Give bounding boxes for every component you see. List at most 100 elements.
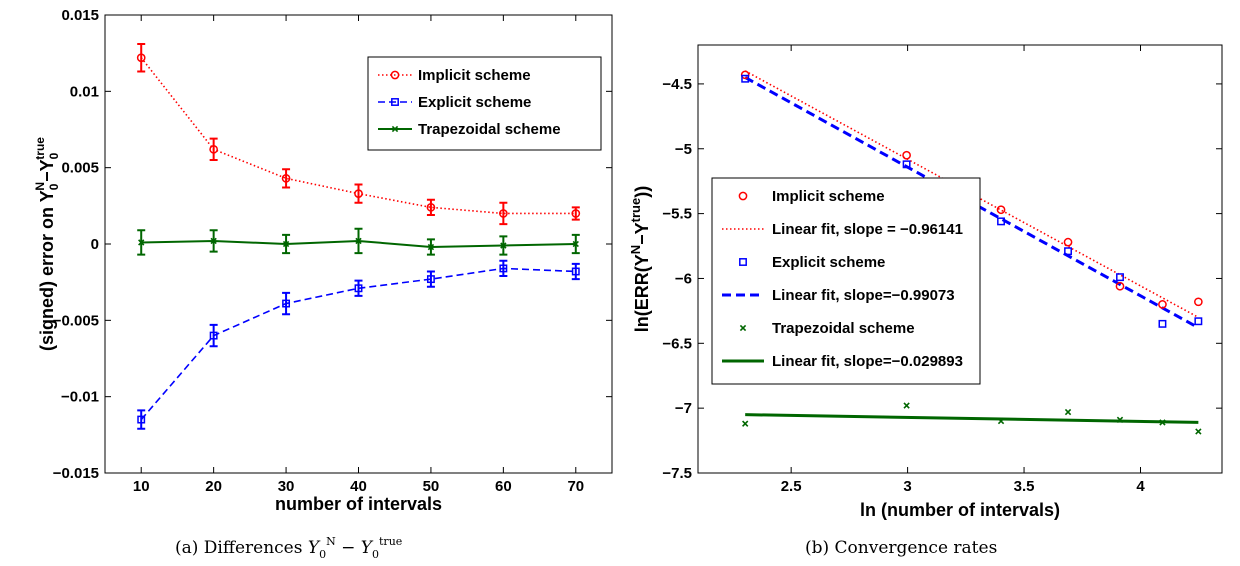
data-point-b-implicit bbox=[902, 150, 911, 160]
data-point-a-implicit bbox=[136, 53, 146, 63]
legend-box-a bbox=[367, 56, 602, 151]
legend-label-a-explicit: Explicit scheme bbox=[418, 94, 531, 111]
caption-a-prefix: (a) Differences bbox=[175, 538, 308, 558]
data-point-b-trapezoidal bbox=[1195, 428, 1202, 435]
data-point-b-explicit bbox=[1194, 317, 1203, 326]
y-tick-label-b: −7 bbox=[675, 400, 692, 417]
error-bar-a bbox=[571, 262, 580, 281]
data-point-a-trapezoidal bbox=[282, 240, 290, 248]
error-bar-a bbox=[499, 259, 508, 278]
chart-a: 10 20 30 40 50 60 70 −0.015 −0.01 −0.005 0 0.005 0.0… bbox=[33, 7, 613, 514]
data-point-a-trapezoidal bbox=[210, 237, 217, 245]
error-bar-a bbox=[499, 201, 508, 226]
data-point-b-explicit bbox=[1158, 319, 1167, 328]
data-point-a-implicit bbox=[426, 203, 436, 212]
data-point-b-explicit bbox=[741, 74, 750, 83]
y-tick-label-a: −0.005 bbox=[53, 312, 99, 329]
x-tick-label-b: 4 bbox=[1136, 478, 1145, 495]
data-point-b-trapezoidal bbox=[903, 402, 910, 409]
data-point-b-explicit bbox=[902, 160, 911, 169]
data-point-b-trapezoidal bbox=[742, 420, 749, 427]
x-tick-label-a: 10 bbox=[133, 478, 150, 495]
data-point-b-implicit bbox=[1115, 281, 1125, 291]
y-axis-title-a-main: (signed) error on Y bbox=[37, 190, 57, 351]
error-bar-a bbox=[282, 291, 291, 316]
data-point-b-explicit bbox=[1064, 247, 1072, 256]
error-bar-a bbox=[137, 409, 146, 430]
data-point-b-explicit bbox=[1116, 273, 1124, 282]
data-point-a-implicit bbox=[571, 209, 581, 218]
series-a-implicit bbox=[136, 43, 581, 226]
data-point-b-implicit bbox=[1194, 297, 1203, 307]
x-axis-title-a: number of intervals bbox=[275, 494, 442, 514]
legend-label-b-implicit: Implicit scheme bbox=[772, 188, 885, 205]
legend-label-b-explicit: Linear fit, slope=−0.99073 bbox=[772, 287, 955, 304]
data-point-b-trapezoidal bbox=[1064, 408, 1072, 416]
data-point-a-trapezoidal bbox=[500, 242, 507, 249]
x-tick-label-b: 3 bbox=[903, 478, 911, 495]
x-axis-title-b: ln (number of intervals) bbox=[860, 500, 1060, 520]
y-tick-label-a: 0.005 bbox=[61, 160, 99, 177]
y-tick-label-b: −4.5 bbox=[662, 76, 692, 93]
data-point-b-trapezoidal bbox=[1159, 419, 1166, 426]
legend-label-a-trapezoidal: Trapezoidal scheme bbox=[418, 121, 561, 138]
y-tick-label-a: 0.015 bbox=[61, 7, 99, 24]
legend-label-b-trapezoidal: Trapezoidal scheme bbox=[772, 320, 915, 337]
x-tick-label-a: 30 bbox=[278, 478, 295, 495]
legend-label-b-trapezoidal: Linear fit, slope=−0.029893 bbox=[772, 353, 963, 370]
series-a-explicit bbox=[137, 259, 580, 430]
data-point-b-trapezoidal bbox=[1116, 416, 1124, 423]
x-tick-label-a: 70 bbox=[567, 478, 584, 495]
data-point-b-trapezoidal bbox=[997, 417, 1005, 425]
legend-box-b bbox=[711, 177, 981, 385]
data-point-a-explicit bbox=[426, 275, 435, 284]
legend-a: Implicit scheme Explicit scheme Trapezoida… bbox=[367, 56, 602, 151]
y-axis-title-b-main: ln(ERR(Y bbox=[632, 254, 652, 332]
error-bar-a bbox=[354, 279, 363, 297]
x-tick-label-a: 40 bbox=[350, 478, 367, 495]
data-point-a-trapezoidal bbox=[355, 237, 362, 245]
legend-label-b-explicit: Explicit scheme bbox=[772, 254, 885, 271]
data-point-a-trapezoidal bbox=[427, 243, 435, 251]
data-point-a-implicit bbox=[354, 189, 363, 198]
chart-b: 2.5 3 3.5 4 −7.5 −7 −6.5 −6 −5.5 −5 −4.5 ln (number… bbox=[628, 44, 1223, 520]
y-axis-title-b: ln(ERR(YN−Ytrue)) bbox=[628, 186, 652, 332]
error-bar-a bbox=[209, 323, 218, 348]
error-bar-a bbox=[426, 270, 435, 288]
data-point-a-trapezoidal bbox=[572, 240, 579, 248]
data-point-a-explicit bbox=[354, 284, 363, 293]
x-tick-label-a: 20 bbox=[205, 478, 222, 495]
error-bar-a bbox=[209, 137, 218, 162]
data-point-a-implicit bbox=[281, 174, 291, 183]
data-point-a-trapezoidal bbox=[138, 239, 145, 246]
legend-marker-a-trapezoidal bbox=[391, 125, 399, 133]
data-point-a-explicit bbox=[282, 299, 291, 308]
caption-b: (b) Convergence rates bbox=[805, 538, 997, 558]
x-tick-label-b: 2.5 bbox=[781, 478, 802, 495]
x-tick-label-a: 60 bbox=[495, 478, 512, 495]
y-tick-label-b: −5 bbox=[675, 141, 692, 158]
data-point-a-explicit bbox=[137, 415, 146, 424]
x-tick-label-a: 50 bbox=[423, 478, 440, 495]
data-point-a-explicit bbox=[499, 264, 508, 273]
legend-marker-b-explicit bbox=[739, 258, 747, 266]
legend-label-a-implicit: Implicit scheme bbox=[418, 67, 531, 84]
data-point-a-implicit bbox=[499, 209, 508, 218]
data-point-b-implicit bbox=[996, 205, 1006, 215]
legend-marker-a-explicit bbox=[391, 98, 399, 106]
legend-b: Implicit scheme Linear fit, slope = −0.96… bbox=[711, 177, 981, 385]
y-tick-label-a: −0.015 bbox=[53, 465, 99, 482]
y-axis-title-a: (signed) error on Y0N−Y0true bbox=[33, 137, 61, 351]
y-tick-label-b: −6 bbox=[675, 270, 692, 287]
error-bar-a bbox=[354, 183, 363, 204]
legend-marker-b-implicit bbox=[738, 191, 748, 201]
y-tick-label-b: −7.5 bbox=[662, 465, 692, 482]
data-point-a-implicit bbox=[209, 144, 218, 154]
y-tick-label-a: 0.01 bbox=[70, 83, 99, 100]
data-point-b-implicit bbox=[1063, 237, 1073, 247]
data-point-b-explicit bbox=[997, 217, 1005, 226]
data-point-b-implicit bbox=[1158, 300, 1167, 309]
x-tick-label-b: 3.5 bbox=[1014, 478, 1035, 495]
y-tick-label-b: −6.5 bbox=[662, 335, 692, 352]
legend-marker-a-implicit bbox=[390, 70, 400, 80]
